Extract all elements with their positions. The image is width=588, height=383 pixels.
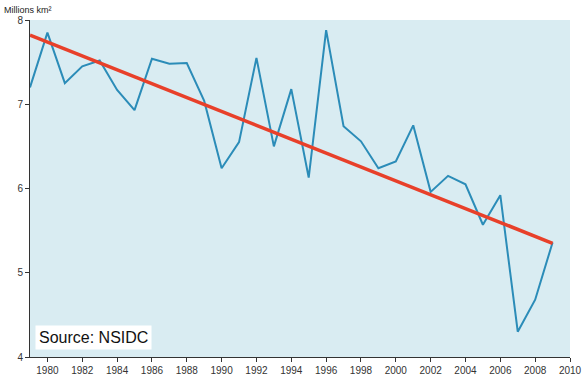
svg-text:1990: 1990 — [210, 365, 233, 376]
svg-text:1998: 1998 — [350, 365, 373, 376]
svg-text:Millions km²: Millions km² — [4, 5, 52, 15]
svg-text:2006: 2006 — [489, 365, 512, 376]
svg-text:8: 8 — [17, 15, 23, 26]
svg-text:6: 6 — [17, 183, 23, 194]
svg-text:5: 5 — [17, 267, 23, 278]
svg-text:1996: 1996 — [315, 365, 338, 376]
svg-text:1984: 1984 — [106, 365, 129, 376]
svg-text:7: 7 — [17, 99, 23, 110]
svg-text:1988: 1988 — [176, 365, 199, 376]
svg-text:1986: 1986 — [141, 365, 164, 376]
svg-text:2008: 2008 — [524, 365, 547, 376]
svg-text:1992: 1992 — [245, 365, 268, 376]
svg-text:Source: NSIDC: Source: NSIDC — [39, 329, 148, 346]
svg-text:1994: 1994 — [280, 365, 303, 376]
svg-text:4: 4 — [17, 352, 23, 363]
svg-text:1980: 1980 — [36, 365, 59, 376]
svg-text:2000: 2000 — [385, 365, 408, 376]
svg-text:2004: 2004 — [454, 365, 477, 376]
svg-text:2010: 2010 — [559, 365, 582, 376]
svg-text:2002: 2002 — [420, 365, 443, 376]
svg-text:1982: 1982 — [71, 365, 94, 376]
